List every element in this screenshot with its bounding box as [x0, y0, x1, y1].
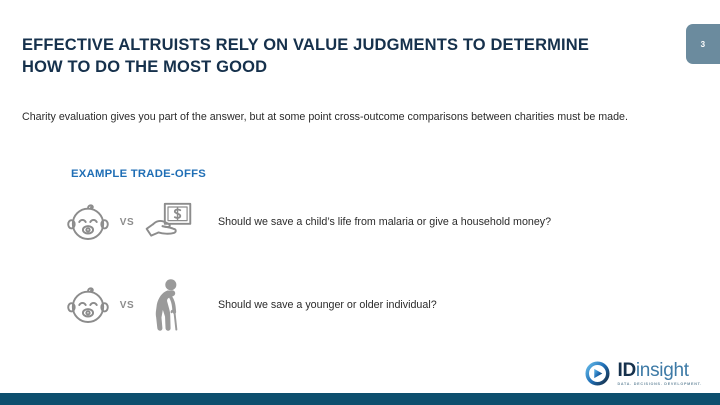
- page-title: EFFECTIVE ALTRUISTS RELY ON VALUE JUDGME…: [22, 36, 590, 76]
- elderly-person-with-cane-icon: [140, 278, 192, 332]
- tradeoff-description: Should we save a child’s life from malar…: [218, 215, 552, 228]
- section-heading-example-tradeoffs: EXAMPLE TRADE-OFFS: [71, 168, 207, 180]
- footer-bar: [0, 393, 720, 405]
- logo-wordmark: IDinsight: [617, 361, 702, 380]
- tradeoff-description: Should we save a younger or older indivi…: [218, 298, 437, 311]
- tradeoff-icon-pair: VS: [62, 199, 214, 245]
- tradeoff-icon-pair: VS: [62, 278, 214, 332]
- slide-subtitle: Charity evaluation gives you part of the…: [22, 110, 628, 123]
- baby-face-icon: [62, 199, 114, 245]
- logo-word-insight: insight: [635, 360, 689, 381]
- vs-label: VS: [119, 299, 135, 311]
- vs-label: VS: [119, 216, 135, 228]
- logo-tagline: DATA. DECISIONS. DEVELOPMENT.: [617, 382, 702, 386]
- page-number-badge: 3: [686, 24, 720, 64]
- tradeoff-row: VS: [62, 196, 682, 248]
- idinsight-logo: IDinsight DATA. DECISIONS. DEVELOPMENT.: [584, 360, 702, 387]
- idinsight-circle-mark-icon: [584, 360, 611, 387]
- logo-word-id: ID: [617, 360, 636, 381]
- tradeoff-row: VS: [62, 276, 682, 334]
- baby-face-icon: [62, 282, 114, 328]
- hand-holding-money-icon: [140, 200, 196, 244]
- logo-text-block: IDinsight DATA. DECISIONS. DEVELOPMENT.: [617, 361, 702, 386]
